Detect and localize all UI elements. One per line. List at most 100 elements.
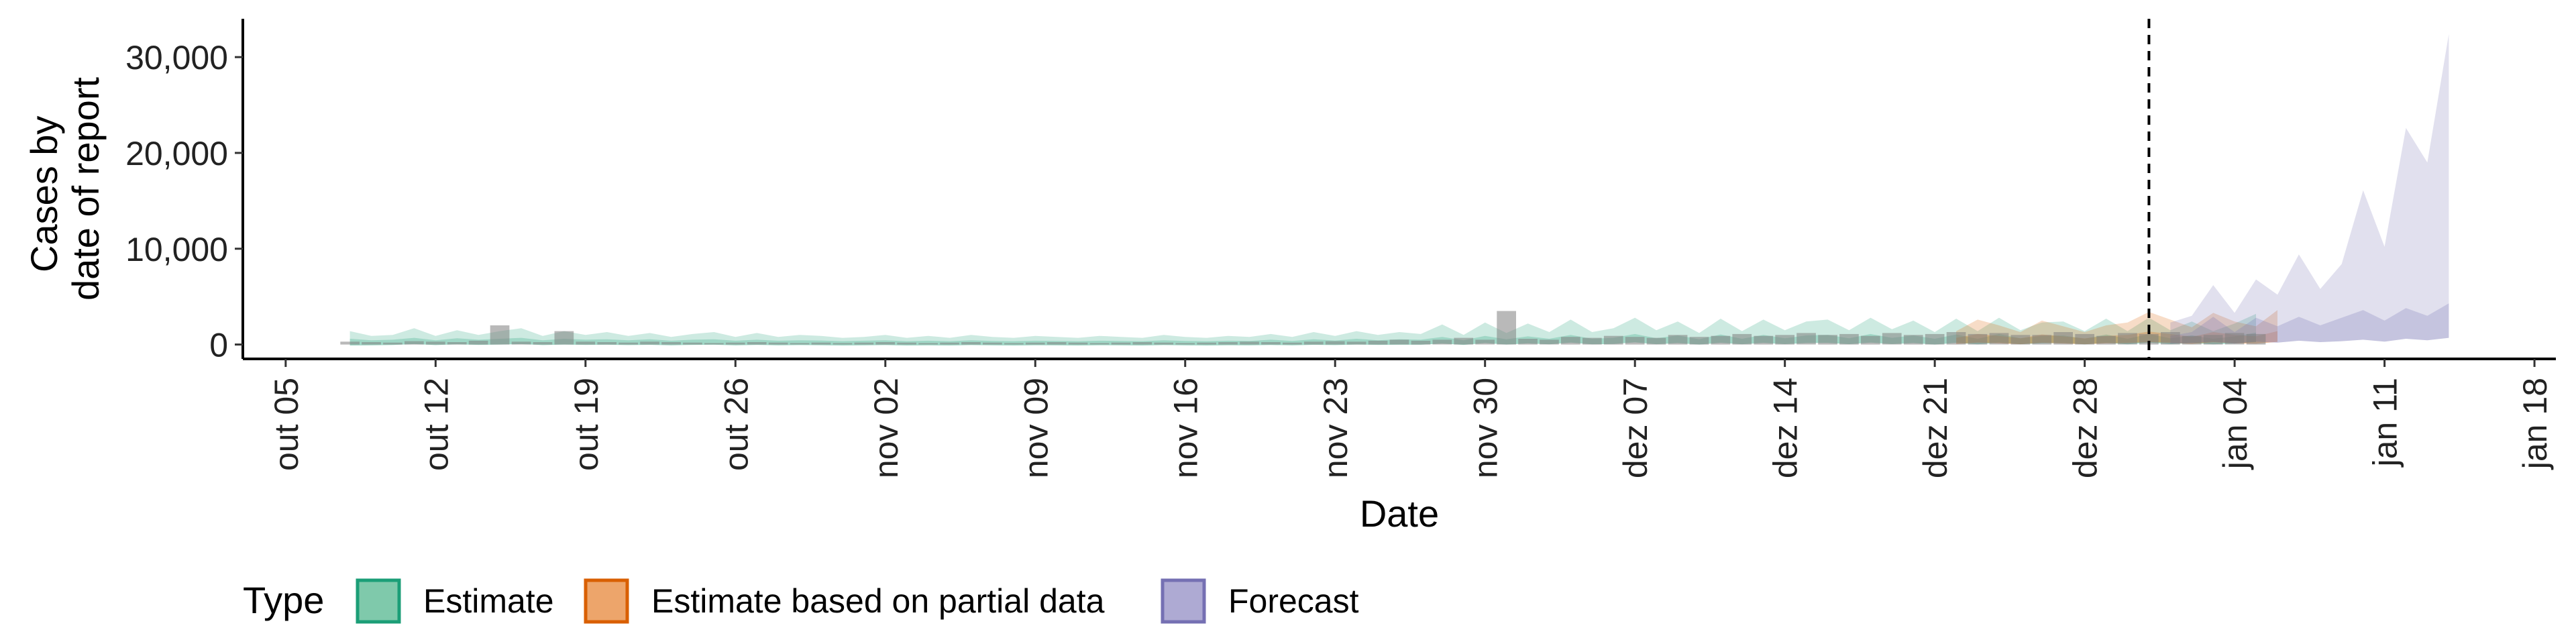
- reported-case-bar: [1411, 340, 1431, 345]
- reported-case-bar: [490, 325, 510, 345]
- reported-case-bar: [405, 341, 424, 345]
- x-tick-label: nov 23: [1317, 378, 1354, 478]
- x-axis-title: Date: [1360, 492, 1439, 535]
- legend-key-2: [584, 578, 629, 624]
- reported-case-bar: [1775, 335, 1794, 345]
- legend-label-3: Forecast: [1228, 582, 1359, 620]
- reported-case-bar: [961, 342, 981, 345]
- x-tick-label: dez 14: [1767, 378, 1805, 478]
- plot-area: [340, 19, 2449, 359]
- reported-case-bar: [362, 342, 381, 345]
- reported-case-bar: [2224, 333, 2245, 345]
- reported-case-bar: [1925, 333, 1945, 345]
- legend-key-1: [356, 578, 401, 624]
- reported-case-bar: [468, 340, 488, 345]
- x-tick-label: jan 04: [2216, 378, 2254, 470]
- reported-case-bar: [1325, 341, 1345, 345]
- reported-case-bar: [1261, 342, 1281, 345]
- reported-case-bar: [2246, 333, 2266, 345]
- reported-case-bar: [619, 342, 638, 345]
- reported-case-bar: [640, 341, 659, 345]
- y-tick-label: 20,000: [125, 135, 228, 172]
- reported-case-bar: [1861, 335, 1880, 345]
- reported-case-bar: [661, 342, 681, 345]
- legend-key-3: [1161, 578, 1206, 624]
- x-tick-label: dez 07: [1617, 378, 1654, 478]
- reported-case-bar: [1089, 343, 1110, 345]
- reported-case-bar: [533, 342, 553, 345]
- x-tick-label: out 19: [568, 378, 605, 471]
- reported-case-bar: [983, 342, 1002, 345]
- reported-case-bar: [704, 343, 724, 345]
- reported-case-bar: [1046, 342, 1067, 345]
- reported-case-bar: [1518, 339, 1538, 345]
- reported-case-bar: [1711, 335, 1731, 345]
- reported-case-bar: [1668, 335, 1688, 345]
- y-axis-title: Cases by date of report: [23, 77, 107, 301]
- reported-case-bar: [725, 342, 745, 345]
- y-axis-title-line-1: Cases by: [23, 116, 65, 272]
- reported-case-bar: [2096, 335, 2116, 345]
- reported-case-bar: [1218, 342, 1238, 345]
- reported-case-bar: [1689, 337, 1709, 345]
- reported-case-bar: [447, 342, 467, 345]
- reported-case-bar: [1603, 335, 1623, 345]
- forecast-band-outer: [2170, 34, 2449, 344]
- x-tick-label: jan 11: [2367, 378, 2404, 468]
- reported-case-bar: [2161, 332, 2180, 345]
- x-tick-label: nov 02: [867, 378, 905, 478]
- reported-case-bar: [1475, 339, 1495, 345]
- reported-case-bar: [1646, 337, 1666, 345]
- reported-case-bar: [1540, 339, 1559, 345]
- reported-case-bar: [2182, 335, 2202, 345]
- reported-case-bar: [1839, 333, 1859, 345]
- reported-case-bar: [1818, 335, 1837, 345]
- reported-case-bar: [747, 342, 767, 345]
- reported-case-bar: [1582, 337, 1602, 345]
- reported-case-bar: [1882, 333, 1902, 345]
- reported-case-bar: [1132, 342, 1152, 345]
- reported-case-bar: [1968, 333, 1988, 345]
- reported-case-bar: [2203, 335, 2223, 345]
- reported-case-bar: [1025, 342, 1045, 345]
- reported-case-bar: [1368, 340, 1388, 345]
- reported-case-bar: [2139, 333, 2159, 345]
- legend-title: Type: [243, 579, 324, 621]
- reported-case-bar: [1154, 342, 1174, 345]
- reported-case-bar: [875, 342, 896, 345]
- reported-case-bar: [1111, 342, 1131, 345]
- reported-case-bar: [1432, 339, 1452, 345]
- reported-case-bar: [1989, 333, 2009, 345]
- y-tick-label: 10,000: [125, 231, 228, 268]
- reported-case-bar: [1625, 337, 1645, 345]
- reported-case-bar: [2032, 335, 2052, 345]
- reported-case-bar: [511, 341, 531, 345]
- x-tick-label: out 12: [417, 378, 455, 471]
- y-tick-label: 30,000: [125, 39, 228, 76]
- reported-case-bar: [683, 342, 702, 345]
- legend-label-2: Estimate based on partial data: [651, 582, 1105, 620]
- x-tick-label: dez 28: [2067, 378, 2104, 478]
- reported-case-bar: [383, 342, 402, 345]
- reported-case-bar: [1068, 342, 1088, 345]
- reported-case-bar: [2010, 335, 2031, 345]
- x-tick-label: out 05: [268, 378, 305, 471]
- reported-case-bar: [1796, 333, 1816, 345]
- y-tick-label: 0: [209, 327, 228, 364]
- reported-case-bar: [1732, 333, 1752, 345]
- y-axis-title-line-2: date of report: [64, 77, 107, 301]
- reported-case-bar: [1389, 339, 1409, 345]
- reported-case-bar: [2118, 333, 2137, 345]
- reported-case-bar: [918, 343, 938, 345]
- reported-case-bar: [1561, 337, 1580, 345]
- reported-case-bar: [1197, 342, 1216, 345]
- reported-case-bar: [426, 341, 445, 345]
- x-tick-label: jan 18: [2516, 378, 2554, 470]
- reported-case-bar: [340, 341, 360, 345]
- reported-case-bar: [1454, 337, 1474, 345]
- reported-case-bar: [833, 343, 853, 345]
- reported-case-bar: [1303, 341, 1324, 345]
- reported-case-bar: [597, 342, 617, 345]
- reported-case-bar: [790, 343, 810, 345]
